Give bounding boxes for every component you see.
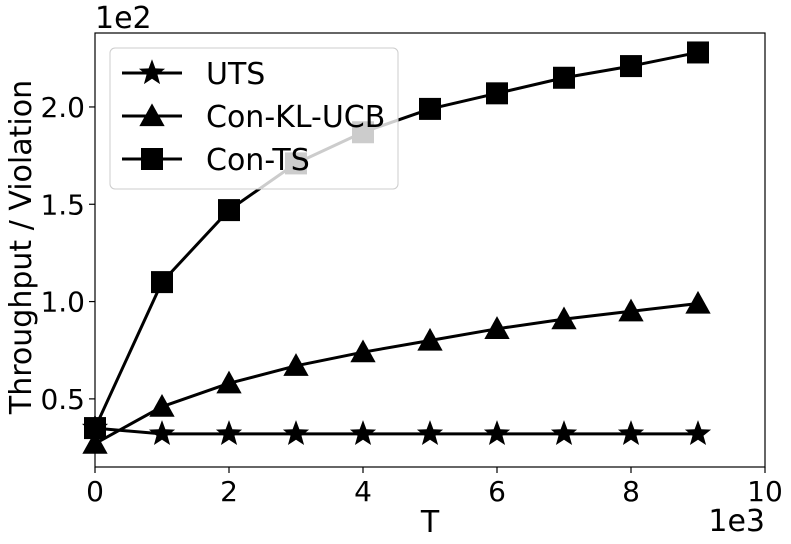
data-point-con-kl-ucb [484,316,510,339]
data-point-con-ts [687,41,709,64]
data-point-con-ts [151,271,173,294]
y-offset-label: 1e2 [95,1,152,36]
x-offset-label: 1e3 [708,504,765,539]
series-con-kl-ucb [82,290,711,454]
y-tick-label: 1.5 [40,188,85,221]
data-point-con-ts [620,55,642,78]
x-axis-label: T [420,505,440,540]
data-point-uts [416,420,444,446]
y-axis-label: Throughput / Violation [4,80,39,415]
data-point-con-ts [553,66,575,89]
plot-frame [94,32,766,468]
x-tick-label: 10 [747,475,783,508]
legend-marker-con-kl-ucb [139,103,165,127]
x-tick-label: 0 [86,475,104,508]
x-tick-label: 6 [488,475,506,508]
data-point-uts [282,420,310,446]
data-point-con-kl-ucb [216,370,242,394]
data-point-con-kl-ucb [685,290,711,314]
legend-label-con-kl-ucb: Con-KL-UCB [206,100,385,135]
data-point-uts [148,420,176,446]
y-tick-label: 1.0 [40,286,85,319]
y-tick-label: 2.0 [40,91,85,124]
data-point-con-kl-ucb [283,353,309,376]
ticks-layer: 0 2 4 6 8 10 0.5 1.0 1.5 2.0 [40,91,782,508]
legend-label-con-ts: Con-TS [206,143,310,178]
data-point-con-kl-ucb [618,298,644,322]
data-point-uts [483,420,511,446]
data-point-con-ts [419,97,441,120]
data-point-con-kl-ucb [149,394,175,417]
series-uts [81,414,712,446]
series-line-con-kl-ucb [94,302,699,445]
y-tick-label: 0.5 [40,383,85,416]
data-point-uts [550,420,578,446]
x-tick-label: 8 [622,475,640,508]
legend-box [109,47,399,190]
data-point-con-ts [218,199,240,222]
data-point-uts [349,420,377,446]
x-tick-label: 2 [220,475,238,508]
data-point-con-kl-ucb [350,339,376,363]
data-point-uts [684,420,712,446]
data-point-con-ts [486,82,508,105]
data-point-con-kl-ucb [551,306,577,330]
legend-marker-con-ts [141,148,163,170]
x-tick-label: 4 [354,475,372,508]
series-line-uts [94,426,698,436]
data-point-con-kl-ucb [417,327,443,351]
legend-label-uts: UTS [206,57,265,92]
legend-marker-uts [138,59,166,85]
data-point-uts [617,420,645,446]
data-point-uts [215,420,243,446]
legend: UTS Con-KL-UCB Con-TS [109,47,399,190]
